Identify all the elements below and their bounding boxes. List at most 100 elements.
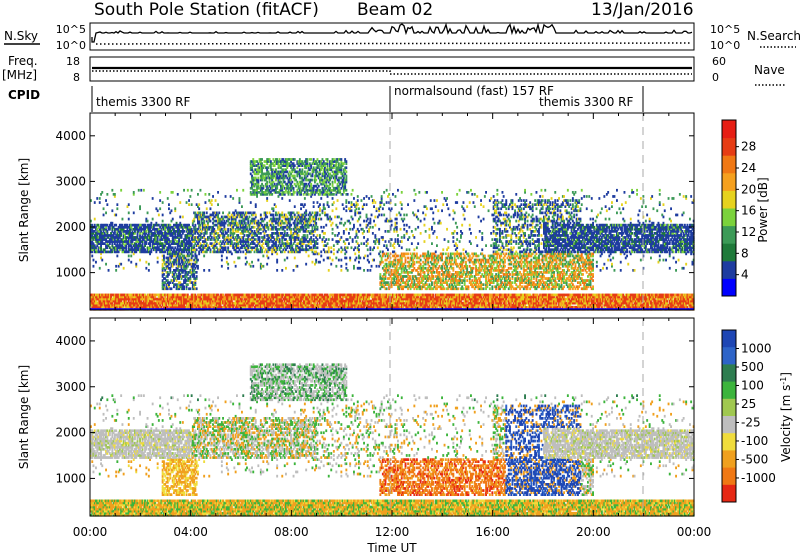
power-cell xyxy=(231,253,233,256)
power-cell xyxy=(191,203,193,206)
power-cell xyxy=(111,189,113,192)
power-cell xyxy=(329,257,331,260)
power-cell xyxy=(217,191,219,194)
power-cell xyxy=(226,257,228,260)
power-cell xyxy=(93,265,95,268)
power-cell xyxy=(285,267,287,270)
power-cell xyxy=(290,228,292,231)
power-cell xyxy=(273,214,275,217)
power-cell xyxy=(139,205,141,208)
power-cell xyxy=(335,265,337,268)
power-cell xyxy=(123,267,125,270)
power-cell xyxy=(179,216,181,219)
freq-tick-top: 18 xyxy=(66,55,80,68)
power-cell xyxy=(99,201,101,204)
power-cell xyxy=(196,275,198,278)
power-cell xyxy=(312,261,314,264)
power-cell xyxy=(235,265,237,268)
power-cell xyxy=(198,203,200,206)
power-cell xyxy=(147,220,149,223)
nsky-panel: N.Sky 10^5 10^0 10^5 10^0 N.Search xyxy=(4,23,800,52)
power-cell xyxy=(332,181,334,184)
power-cell xyxy=(115,269,117,272)
power-cell xyxy=(188,203,190,206)
power-cell xyxy=(319,261,321,264)
power-cell xyxy=(227,263,229,266)
power-cell xyxy=(162,214,164,217)
power-cell xyxy=(194,224,196,227)
power-cell xyxy=(255,214,257,217)
power-cell xyxy=(179,201,181,204)
power-cell xyxy=(99,197,101,200)
power-cell xyxy=(105,199,107,202)
power-cell xyxy=(163,273,165,276)
power-cell xyxy=(182,216,184,219)
power-cell xyxy=(305,209,307,212)
power-cell xyxy=(188,199,190,202)
power-cell xyxy=(93,259,95,262)
power-cell xyxy=(320,255,322,258)
power-cell xyxy=(337,226,339,229)
power-cell xyxy=(103,207,105,210)
power-cell xyxy=(286,257,288,260)
power-cell xyxy=(99,267,101,270)
power-cell xyxy=(130,261,132,264)
power-cell xyxy=(320,197,322,200)
power-cell xyxy=(332,232,334,235)
power-cell xyxy=(208,193,210,196)
power-cell xyxy=(106,203,108,206)
power-cell xyxy=(221,265,223,268)
power-cell xyxy=(315,179,317,182)
nsearch-tick-bottom: 10^0 xyxy=(710,39,740,52)
power-cell xyxy=(94,201,96,204)
power-cell xyxy=(319,203,321,206)
power-cell xyxy=(334,216,336,219)
power-cell xyxy=(186,201,188,204)
freq-panel: Freq. [MHz] 18 8 60 0 Nave xyxy=(2,54,785,85)
power-cell xyxy=(312,212,314,215)
power-cell xyxy=(308,193,310,196)
power-cell xyxy=(315,259,317,262)
power-cell xyxy=(261,158,263,161)
power-cell xyxy=(338,259,340,262)
power-cell xyxy=(255,203,257,206)
power-cell xyxy=(206,207,208,210)
power-cell xyxy=(250,201,252,204)
power-cell xyxy=(231,240,233,243)
power-cell xyxy=(143,189,145,192)
power-cell xyxy=(135,263,137,266)
power-cell xyxy=(317,212,319,215)
power-cell xyxy=(105,212,107,215)
power-cell xyxy=(167,197,169,200)
power-cell xyxy=(172,218,174,221)
power-cell xyxy=(233,261,235,264)
power-cell xyxy=(200,189,202,192)
power-cell xyxy=(241,205,243,208)
power-cell xyxy=(317,242,319,245)
nave-label: Nave xyxy=(754,63,785,77)
power-cell xyxy=(128,218,130,221)
power-cell xyxy=(290,224,292,227)
power-cell xyxy=(308,255,310,258)
power-cell xyxy=(310,183,312,186)
power-cell xyxy=(101,191,103,194)
power-cell xyxy=(106,193,108,196)
nsky-label: N.Sky xyxy=(4,29,38,43)
power-cell xyxy=(232,197,234,200)
power-cell xyxy=(328,205,330,208)
power-cell xyxy=(328,269,330,272)
power-cell xyxy=(183,285,185,288)
power-cell xyxy=(330,263,332,266)
power-cell xyxy=(333,244,335,247)
power-cell xyxy=(262,246,264,249)
nsearch-tick-top: 10^5 xyxy=(710,23,740,36)
power-cell xyxy=(120,189,122,192)
power-cell xyxy=(196,271,198,274)
power-cell xyxy=(340,265,342,268)
cpid-label: CPID xyxy=(8,88,40,102)
power-cell xyxy=(145,261,147,264)
power-cell xyxy=(310,158,312,161)
power-cell xyxy=(210,207,212,210)
power-cell xyxy=(325,238,327,241)
power-cell xyxy=(317,234,319,237)
